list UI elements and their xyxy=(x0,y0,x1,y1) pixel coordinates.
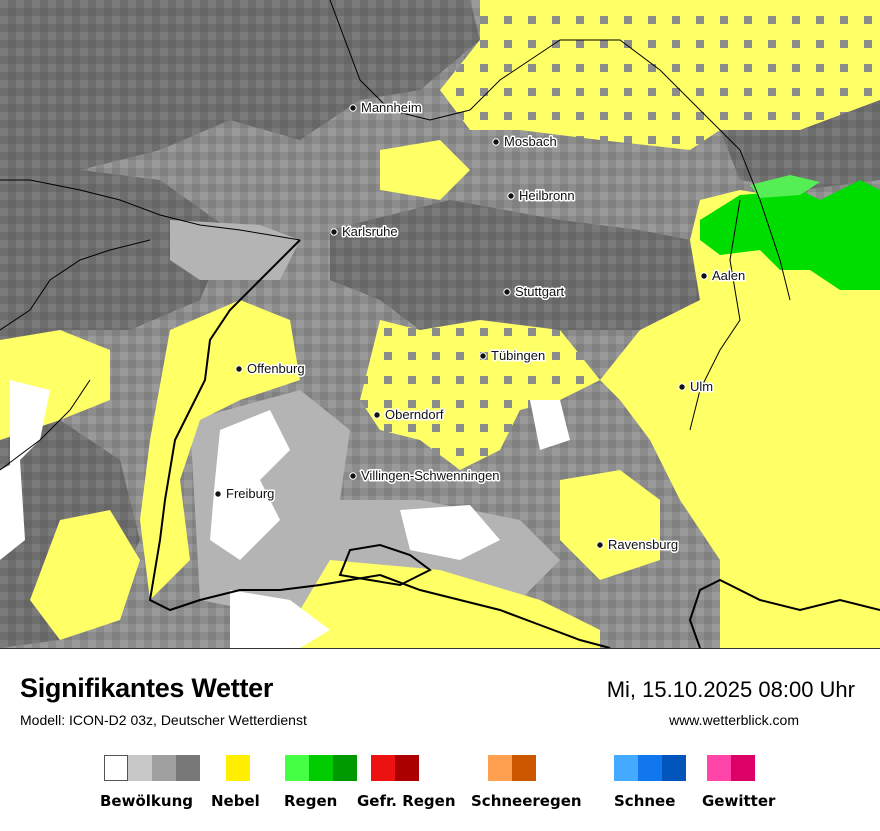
city-marker xyxy=(492,138,500,146)
legend-label-rain: Regen xyxy=(284,792,338,810)
legend-swatch xyxy=(395,755,419,781)
country-borders xyxy=(148,239,880,648)
legend: Bewölkung Nebel Regen Gefr. Regen Schnee… xyxy=(0,755,880,815)
city-marker xyxy=(479,352,487,360)
thunderstorm-swatches xyxy=(707,755,755,781)
fog-swatch xyxy=(226,755,250,781)
city-label: Villingen-Schwenningen xyxy=(361,468,500,483)
city-marker xyxy=(700,272,708,280)
city-label: Mosbach xyxy=(504,134,557,149)
city-marker xyxy=(596,541,604,549)
legend-label-thunderstorm: Gewitter xyxy=(702,792,776,810)
fog-south xyxy=(300,560,600,648)
city-label: Tübingen xyxy=(491,348,545,363)
city-label: Oberndorf xyxy=(385,407,444,422)
city-label: Mannheim xyxy=(361,100,422,115)
city-label: Freiburg xyxy=(226,486,274,501)
city-label: Offenburg xyxy=(247,361,305,376)
legend-fog xyxy=(226,755,250,781)
legend-swatch xyxy=(309,755,333,781)
clear-east xyxy=(530,400,570,450)
legend-swatch xyxy=(512,755,536,781)
city-marker xyxy=(507,192,515,200)
fog-central xyxy=(360,320,600,470)
website-link[interactable]: www.wetterblick.com xyxy=(669,712,799,728)
city-marker xyxy=(503,288,511,296)
city-marker xyxy=(678,383,686,391)
fog-east xyxy=(600,190,880,648)
city-label: Ulm xyxy=(690,379,713,394)
legend-swatch xyxy=(614,755,638,781)
legend-label-snow: Schnee xyxy=(614,792,676,810)
weather-map: Mannheim Mosbach Heilbronn Karlsruhe Aalen St… xyxy=(0,0,880,648)
legend-label-freezing-rain: Gefr. Regen xyxy=(357,792,456,810)
city-marker xyxy=(373,411,381,419)
rain-swatches xyxy=(285,755,357,781)
fog-southeast xyxy=(560,470,660,580)
legend-swatch xyxy=(333,755,357,781)
legend-swatch xyxy=(176,755,200,781)
city-marker xyxy=(349,104,357,112)
fog-north-patches xyxy=(380,140,470,200)
cloud-dark-west xyxy=(0,170,230,340)
legend-sleet xyxy=(488,755,536,781)
city-marker xyxy=(214,490,222,498)
rain-area-light xyxy=(750,175,820,198)
legend-swatch xyxy=(128,755,152,781)
legend-snow xyxy=(614,755,686,781)
legend-label-sleet: Schneeregen xyxy=(471,792,582,810)
clear-west xyxy=(10,380,50,470)
city-label: Heilbronn xyxy=(519,188,575,203)
legend-swatch xyxy=(638,755,662,781)
rain-area-northeast xyxy=(700,180,880,290)
map-footer: Signifikantes Wetter Modell: ICON-D2 03z… xyxy=(0,648,880,831)
city-label: Ravensburg xyxy=(608,537,678,552)
model-info: Modell: ICON-D2 03z, Deutscher Wetterdie… xyxy=(20,712,307,728)
legend-cloud-cover xyxy=(104,755,200,781)
city-label: Aalen xyxy=(712,268,745,283)
snow-swatches xyxy=(614,755,686,781)
legend-swatch xyxy=(104,755,128,781)
map-title: Signifikantes Wetter xyxy=(20,673,274,703)
legend-rain xyxy=(285,755,357,781)
clear-black-forest xyxy=(210,410,290,560)
cloud-dark-central xyxy=(330,200,700,330)
forecast-datetime: Mi, 15.10.2025 08:00 Uhr xyxy=(606,677,855,702)
cloud-dark-north xyxy=(0,0,480,180)
legend-swatch xyxy=(731,755,755,781)
city-marker xyxy=(330,228,338,236)
legend-swatch xyxy=(662,755,686,781)
legend-swatch xyxy=(488,755,512,781)
sleet-swatches xyxy=(488,755,536,781)
clear-far-west xyxy=(0,460,25,560)
legend-label-fog: Nebel xyxy=(211,792,260,810)
state-borders xyxy=(0,0,791,471)
cloud-cover-swatches xyxy=(104,755,200,781)
legend-swatch xyxy=(285,755,309,781)
clear-southwest xyxy=(230,590,330,648)
clear-south xyxy=(400,505,500,560)
legend-swatch xyxy=(371,755,395,781)
legend-freezing-rain xyxy=(371,755,419,781)
city-label: Karlsruhe xyxy=(342,224,398,239)
legend-swatch xyxy=(152,755,176,781)
freezing-rain-swatches xyxy=(371,755,419,781)
fog-southwest xyxy=(30,510,140,640)
legend-label-cloud-cover: Bewölkung xyxy=(100,792,193,810)
legend-swatch xyxy=(226,755,250,781)
city-marker xyxy=(349,472,357,480)
legend-thunderstorm xyxy=(707,755,755,781)
city-label: Stuttgart xyxy=(515,284,565,299)
legend-swatch xyxy=(707,755,731,781)
city-marker xyxy=(235,365,243,373)
fog-northeast xyxy=(440,0,880,150)
city-markers: Mannheim Mosbach Heilbronn Karlsruhe Aalen St… xyxy=(214,99,747,554)
fog-rhine-valley xyxy=(140,300,300,600)
